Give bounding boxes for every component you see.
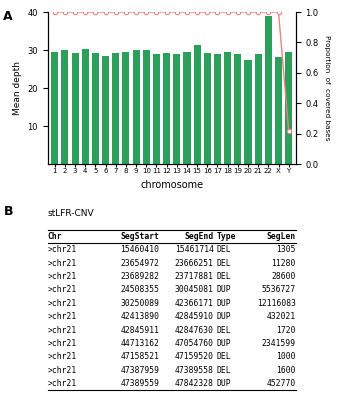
Bar: [255, 54, 262, 164]
Text: >chr21: >chr21: [48, 286, 77, 294]
Bar: [224, 52, 231, 164]
Text: 2341599: 2341599: [262, 339, 296, 348]
Bar: [234, 54, 241, 164]
Bar: [244, 60, 252, 164]
Text: B: B: [3, 205, 13, 218]
Text: 47389559: 47389559: [120, 379, 159, 388]
Bar: [214, 54, 221, 164]
Text: 42413890: 42413890: [120, 312, 159, 321]
Text: Type: Type: [216, 232, 236, 241]
Text: 23666251: 23666251: [175, 259, 214, 268]
Text: 12116083: 12116083: [257, 299, 296, 308]
Bar: [275, 57, 282, 164]
Text: 42845911: 42845911: [120, 326, 159, 335]
Text: 15461714: 15461714: [175, 245, 214, 254]
Text: >chr21: >chr21: [48, 312, 77, 321]
Bar: [193, 46, 201, 164]
Text: 47159520: 47159520: [175, 352, 214, 361]
Bar: [122, 52, 130, 164]
Text: 30250089: 30250089: [120, 299, 159, 308]
Text: SegStart: SegStart: [120, 232, 159, 241]
Bar: [61, 50, 68, 164]
Text: DUP: DUP: [216, 379, 231, 388]
Bar: [163, 53, 170, 164]
Text: 47842328: 47842328: [175, 379, 214, 388]
Text: 44713162: 44713162: [120, 339, 159, 348]
Bar: [133, 50, 140, 164]
Bar: [51, 52, 58, 164]
Text: DEL: DEL: [216, 352, 231, 361]
Text: 5536727: 5536727: [262, 286, 296, 294]
Bar: [265, 16, 272, 164]
Text: 47054760: 47054760: [175, 339, 214, 348]
Text: 30045081: 30045081: [175, 286, 214, 294]
Text: DEL: DEL: [216, 259, 231, 268]
Text: DUP: DUP: [216, 286, 231, 294]
Text: >chr21: >chr21: [48, 272, 77, 281]
Text: 11280: 11280: [271, 259, 296, 268]
Text: 24508355: 24508355: [120, 286, 159, 294]
Text: 1000: 1000: [276, 352, 296, 361]
Text: >chr21: >chr21: [48, 259, 77, 268]
Text: stLFR-CNV: stLFR-CNV: [48, 209, 94, 218]
Text: 1600: 1600: [276, 366, 296, 375]
Text: 23689282: 23689282: [120, 272, 159, 281]
Text: >chr21: >chr21: [48, 245, 77, 254]
Text: 47387959: 47387959: [120, 366, 159, 375]
Bar: [71, 53, 79, 164]
Text: DEL: DEL: [216, 326, 231, 335]
Bar: [143, 50, 150, 164]
Text: 23654972: 23654972: [120, 259, 159, 268]
X-axis label: chromosome: chromosome: [140, 180, 203, 190]
Text: 15460410: 15460410: [120, 245, 159, 254]
Text: >chr21: >chr21: [48, 339, 77, 348]
Text: 1305: 1305: [276, 245, 296, 254]
Bar: [173, 54, 180, 164]
Text: >chr21: >chr21: [48, 366, 77, 375]
Text: DUP: DUP: [216, 339, 231, 348]
Text: DEL: DEL: [216, 272, 231, 281]
Bar: [183, 52, 190, 164]
Text: 432021: 432021: [267, 312, 296, 321]
Text: DUP: DUP: [216, 312, 231, 321]
Text: 42845910: 42845910: [175, 312, 214, 321]
Text: 47389558: 47389558: [175, 366, 214, 375]
Text: >chr21: >chr21: [48, 352, 77, 361]
Bar: [153, 54, 160, 164]
Text: >chr21: >chr21: [48, 379, 77, 388]
Text: Chr: Chr: [48, 232, 62, 241]
Bar: [285, 52, 292, 164]
Text: DEL: DEL: [216, 366, 231, 375]
Text: SegLen: SegLen: [267, 232, 296, 241]
Bar: [102, 56, 109, 164]
Y-axis label: Mean depth: Mean depth: [13, 61, 22, 115]
Bar: [82, 49, 89, 164]
Text: >chr21: >chr21: [48, 326, 77, 335]
Text: 1720: 1720: [276, 326, 296, 335]
Text: 42366171: 42366171: [175, 299, 214, 308]
Text: 28600: 28600: [271, 272, 296, 281]
Text: 452770: 452770: [267, 379, 296, 388]
Text: 23717881: 23717881: [175, 272, 214, 281]
Text: DEL: DEL: [216, 245, 231, 254]
Bar: [112, 53, 119, 164]
Text: >chr21: >chr21: [48, 299, 77, 308]
Text: A: A: [3, 10, 13, 23]
Text: 42847630: 42847630: [175, 326, 214, 335]
Text: 47158521: 47158521: [120, 352, 159, 361]
Text: DUP: DUP: [216, 299, 231, 308]
Y-axis label: Proportion  of  covered bases: Proportion of covered bases: [324, 35, 330, 141]
Bar: [92, 53, 99, 164]
Text: SegEnd: SegEnd: [185, 232, 214, 241]
Bar: [204, 53, 211, 164]
